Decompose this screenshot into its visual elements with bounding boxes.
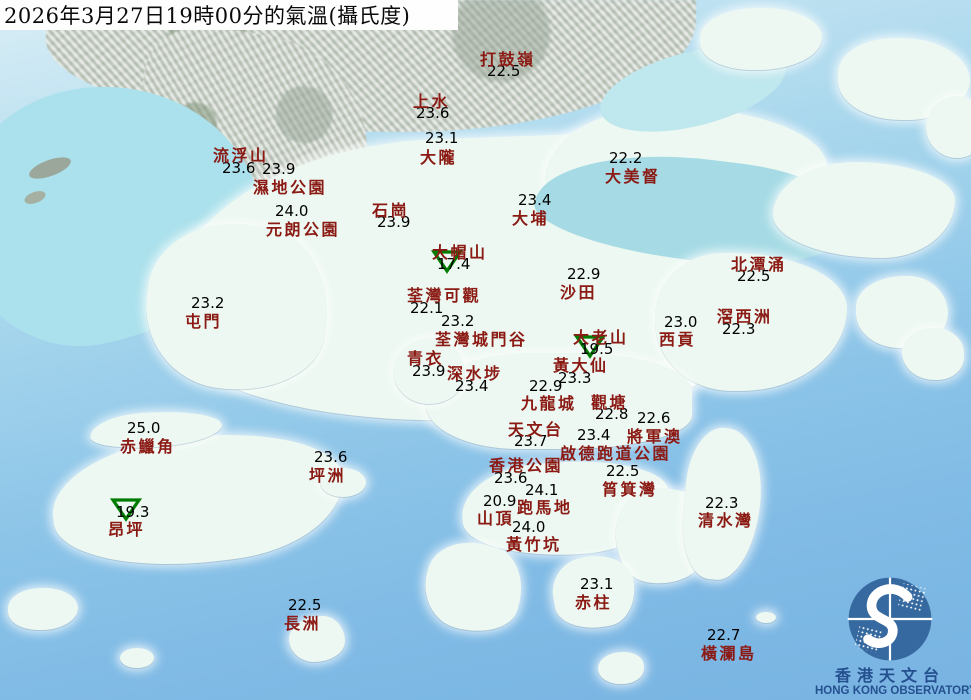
station-name: 大隴 [420,148,458,167]
station-name: 石崗 [372,201,410,220]
station-temp: 22.5 [487,62,521,80]
station-temp: 22.9 [529,377,563,395]
station-temp: 24.1 [525,481,559,499]
cheung-chau-island [289,616,345,662]
station-temp: 22.5 [288,596,322,614]
station-temp: 23.2 [191,294,225,312]
peng-chau-island [320,468,366,497]
station-temp: 22.3 [722,320,756,338]
station-temp: 22.9 [567,265,601,283]
hko-logo: 香港天文台 HONG KONG OBSERVATORY [815,575,971,698]
station-name: 流浮山 [213,146,269,165]
falling-trend-triangle-icon [109,497,143,526]
station-name: 清水灣 [698,511,754,530]
station-temp: 23.4 [518,191,552,209]
station-name: 深水埗 [447,364,503,383]
station-name: 屯門 [185,312,223,331]
waglan-island [756,612,776,623]
station-name: 青衣 [407,349,445,368]
station-temp: 20.9 [483,492,517,510]
logo-english-name: HONG KONG OBSERVATORY [815,685,971,697]
soko-island [8,588,78,630]
station-temp: 22.5 [737,267,771,285]
station-temp: 23.0 [664,313,698,331]
station-temp: 23.6 [416,104,450,122]
station-temp: 25.0 [127,419,161,437]
station-name: 九龍城 [521,394,577,413]
station-name: 北潭涌 [731,255,787,274]
station-temp: 23.1 [425,129,459,147]
station-name: 黃大仙 [553,356,609,375]
station-temp: 22.5 [606,462,640,480]
station-name: 荃灣可觀 [407,286,482,305]
station-name: 橫瀾島 [701,644,757,663]
mirs-bay-island [902,328,964,380]
station-name: 沙田 [560,283,598,302]
kowloon-land [425,353,692,449]
station-temp: 23.7 [514,432,548,450]
station-name: 大帽山 [432,243,488,262]
station-name: 荃灣城門谷 [435,330,528,349]
station-temp: 23.1 [580,575,614,593]
station-name: 西貢 [659,330,697,349]
station-temp: 23.9 [262,160,296,178]
station-name: 長洲 [284,614,322,633]
station-name: 赤鱲角 [120,437,176,456]
station-temp: 24.0 [275,202,309,220]
station-temp: 24.0 [512,518,546,536]
station-name: 濕地公園 [253,178,328,197]
station-temp: 23.6 [222,159,256,177]
tsing-yi-island [393,338,465,404]
station-temp: 23.3 [558,369,592,387]
station-temp: 19.5 [580,340,614,358]
station-temp: 22.2 [609,149,643,167]
station-temp: 23.4 [455,377,489,395]
station-name: 筲箕灣 [602,480,658,499]
station-name: 跑馬地 [517,498,573,517]
station-temp: 23.6 [314,448,348,466]
station-name: 黃竹坑 [506,535,562,554]
station-temp: 19.3 [116,503,150,521]
hko-logo-icon [847,577,933,661]
station-name: 香港公園 [489,456,564,475]
station-temp: 17.4 [437,255,471,273]
station-temp: 22.8 [595,405,629,423]
station-name: 啟德跑道公園 [560,444,672,463]
mirs-bay-island [773,162,955,258]
northeast-island [700,8,822,70]
station-temp: 22.7 [707,626,741,644]
page-title: 2026年3月27日19時00分的氣溫(攝氏度) [4,4,411,28]
station-temp: 23.2 [441,312,475,330]
station-temp: 23.6 [494,469,528,487]
station-name: 山頂 [477,509,515,528]
station-temp: 22.3 [705,494,739,512]
station-name: 將軍澳 [627,427,683,446]
station-name: 上水 [413,92,451,111]
station-name: 昂坪 [108,520,146,539]
northeast-island [926,96,971,158]
station-name: 坪洲 [309,466,347,485]
po-toi-island [598,652,644,684]
station-name: 赤柱 [575,593,613,612]
station-temp: 23.9 [377,213,411,231]
title-bar: 2026年3月27日19時00分的氣溫(攝氏度) [0,0,458,30]
station-name: 天文台 [508,420,564,439]
soko-island [120,648,154,668]
station-temp: 22.6 [637,409,671,427]
falling-trend-triangle-icon [573,334,607,363]
station-name: 打鼓嶺 [480,50,536,69]
station-temp: 23.9 [412,362,446,380]
station-name: 大老山 [573,328,629,347]
station-temp: 23.4 [577,426,611,444]
station-name: 觀塘 [591,393,629,412]
station-name: 元朗公園 [266,220,341,239]
station-name: 大埔 [512,209,550,228]
station-temp: 22.1 [410,299,444,317]
station-name: 大美督 [605,167,661,186]
logo-chinese-name: 香港天文台 [834,666,945,685]
station-name: 滘西洲 [717,307,773,326]
falling-trend-triangle-icon [430,249,464,278]
